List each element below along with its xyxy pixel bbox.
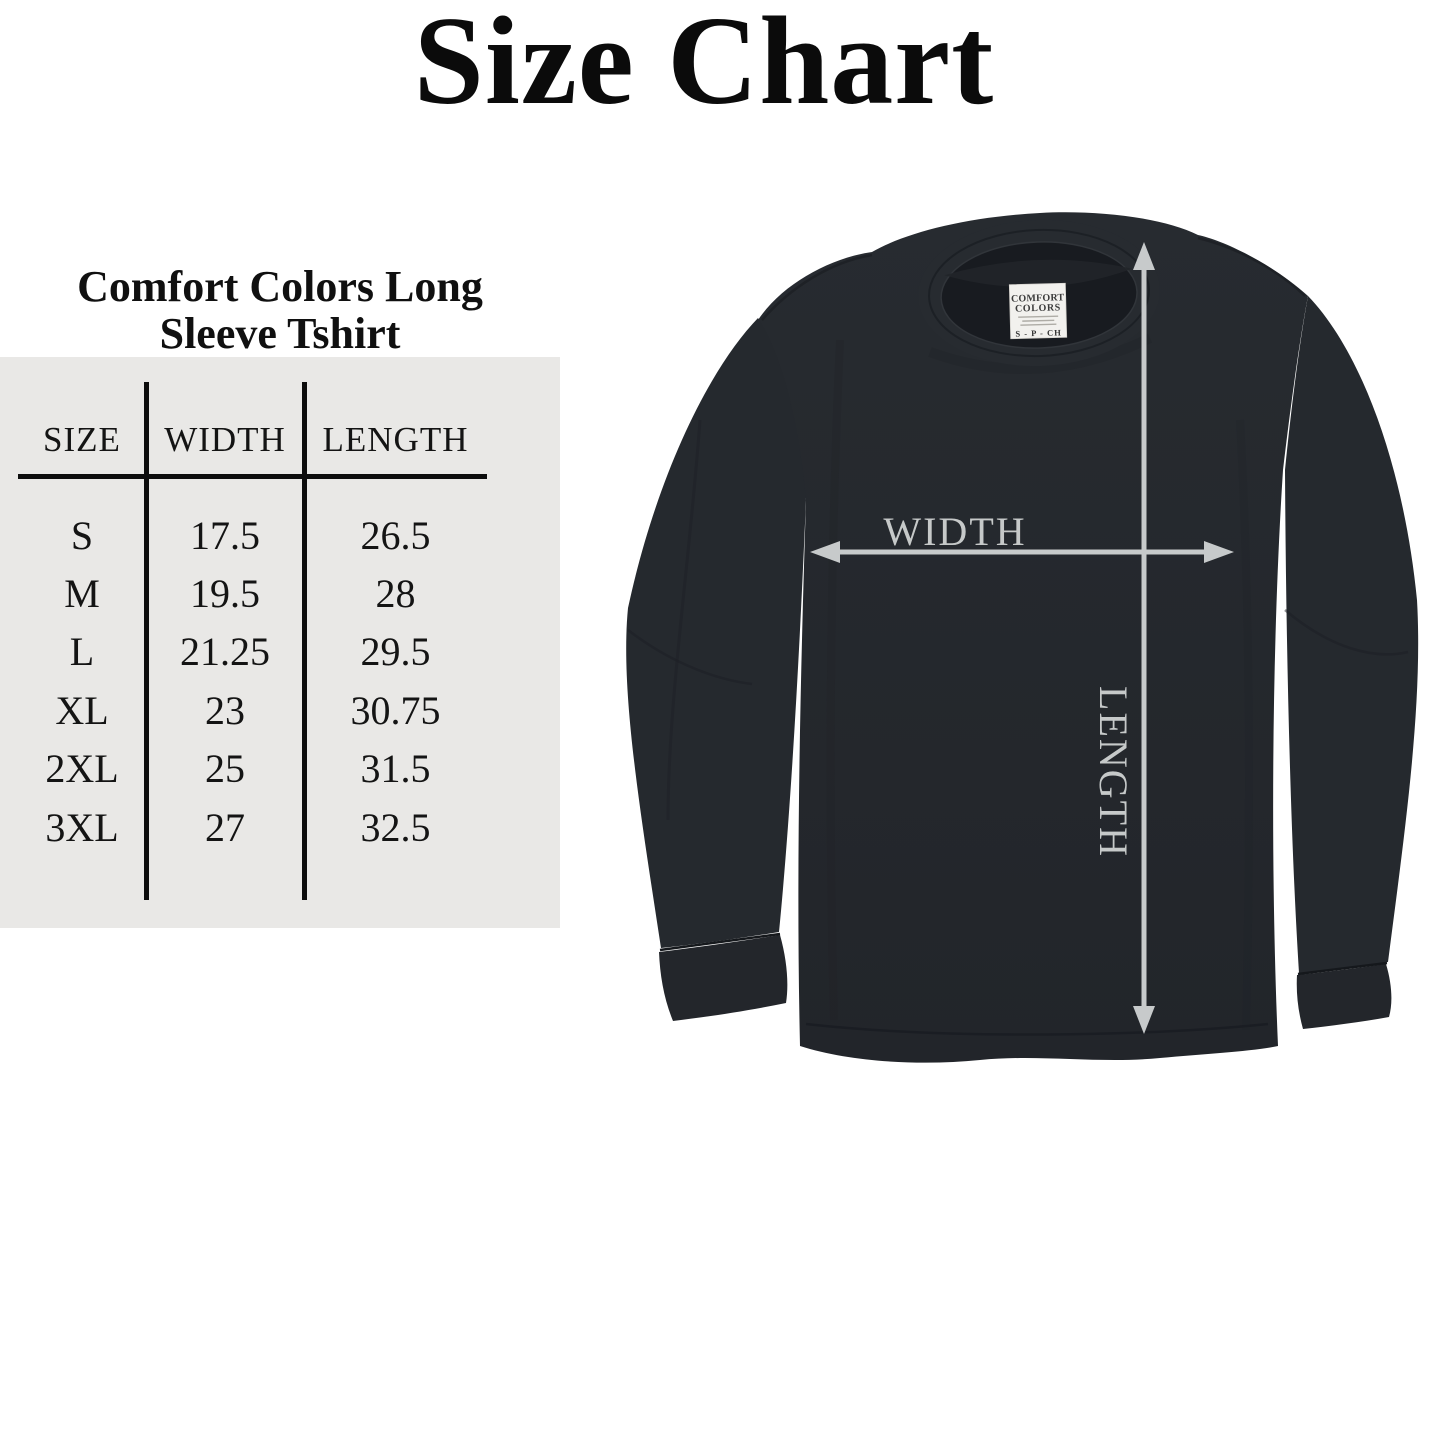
length-cell: 26.5 [360, 512, 431, 558]
length-label: LENGTH [1091, 686, 1136, 858]
right-shoulder-seam [1197, 236, 1306, 297]
width-cell: 23 [205, 687, 245, 733]
table-row: L 21.25 29.5 [18, 623, 487, 681]
left-cuff-seam [659, 932, 781, 952]
size-cell: M [64, 571, 100, 617]
collar-shadow [928, 333, 1153, 375]
neck-label-fine-print [1022, 319, 1055, 322]
neck-label-fine-print [1020, 323, 1057, 326]
table-row: S 17.5 26.5 [18, 506, 487, 564]
size-cell: 3XL [45, 804, 119, 850]
length-cell: 31.5 [360, 746, 431, 792]
column-header-size: SIZE [43, 420, 121, 459]
table-heading: Comfort Colors Long Sleeve Tshirt [0, 262, 560, 358]
left-sleeve-crease [666, 419, 702, 821]
width-arrow: WIDTH [810, 509, 1234, 563]
shirt-image: COMFORT COLORS S - P - CH [626, 212, 1419, 1063]
page-title: Size Chart [413, 0, 995, 131]
length-arrow-bottom-head [1133, 1006, 1155, 1034]
neck-label: COMFORT COLORS S - P - CH [1008, 282, 1068, 340]
table-header-row: SIZE WIDTH LENGTH [18, 412, 487, 468]
width-cell: 25 [205, 746, 245, 792]
length-cell: 32.5 [360, 804, 431, 850]
table-row: 2XL 25 31.5 [18, 740, 487, 798]
shirt-left-cuff [659, 935, 788, 1021]
length-cell: 30.75 [350, 687, 441, 733]
width-label: WIDTH [883, 509, 1026, 554]
hem-stitch [805, 1022, 1269, 1036]
width-arrow-right-head [1204, 541, 1234, 563]
width-cell: 17.5 [190, 512, 260, 558]
left-shoulder-seam [761, 253, 873, 321]
table-row: M 19.5 28 [18, 564, 487, 622]
width-cell: 19.5 [190, 571, 260, 617]
collar-stitch [928, 228, 1150, 358]
shirt-right-sleeve [1285, 296, 1419, 973]
length-arrow: LENGTH [1091, 242, 1155, 1034]
right-elbow-crease [1284, 609, 1409, 656]
table-row: 3XL 27 32.5 [18, 798, 487, 856]
table-heading-line-1: Comfort Colors Long [77, 262, 483, 311]
table-heading-line-2: Sleeve Tshirt [159, 308, 401, 358]
length-arrow-top-head [1133, 242, 1155, 270]
table-row: XL 23 30.75 [18, 681, 487, 739]
width-cell: 21.25 [180, 629, 270, 675]
size-cell: 2XL [45, 746, 119, 792]
body-crease-left [826, 339, 844, 1021]
collar-inner-rim [940, 241, 1138, 349]
size-cell: S [70, 512, 94, 558]
column-header-length: LENGTH [322, 420, 469, 459]
table-panel [0, 357, 560, 928]
size-cell: L [69, 629, 95, 675]
shirt-left-sleeve [626, 318, 806, 948]
collar-back-fabric [944, 259, 1133, 288]
neck-label-brand-line-2: COLORS [1015, 302, 1061, 314]
size-cell: XL [55, 687, 109, 733]
table-divider-horizontal [18, 474, 487, 479]
shirt-right-cuff [1296, 964, 1392, 1029]
shirt-body [758, 212, 1308, 1063]
column-header-width: WIDTH [164, 420, 286, 459]
width-cell: 27 [205, 804, 245, 850]
neck-label-brand-line-1: COMFORT [1011, 292, 1065, 304]
length-cell: 28 [375, 571, 416, 617]
table-body: S 17.5 26.5 M 19.5 28 L 21.25 29.5 XL 23 30.75 2XL 25… [18, 506, 487, 856]
neck-label-size-code: S - P - CH [1015, 327, 1062, 338]
body-crease-right [1236, 419, 1254, 1031]
table-divider-vertical-1 [144, 382, 149, 900]
right-cuff-seam [1297, 961, 1388, 976]
width-arrow-left-head [810, 541, 840, 563]
table-divider-vertical-2 [302, 382, 307, 900]
left-elbow-crease [627, 629, 753, 686]
length-cell: 29.5 [360, 629, 431, 675]
neck-label-fine-print [1018, 315, 1059, 318]
